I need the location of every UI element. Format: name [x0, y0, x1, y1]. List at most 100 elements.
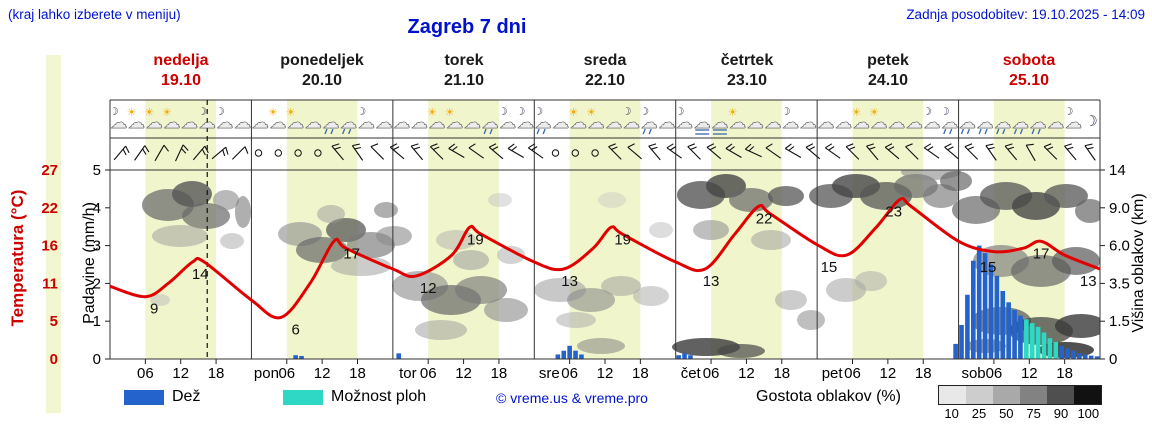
rain-bar [688, 355, 693, 359]
day-date: 22.10 [584, 72, 626, 89]
svg-text:☁: ☁ [411, 113, 428, 133]
svg-text:☽: ☽ [675, 105, 685, 118]
svg-text:☁: ☁ [871, 113, 888, 133]
rain-bar [1018, 315, 1023, 359]
cloud-blob [797, 310, 825, 330]
svg-text:☁: ☁ [924, 113, 941, 133]
cloud-tick-label: 6.0 [1109, 238, 1130, 255]
weather-icon-sc: ☀☁ [268, 106, 287, 133]
svg-text:☽: ☽ [215, 105, 225, 118]
wind-barb-icon [608, 143, 622, 160]
time-tick-label: 18 [915, 365, 932, 382]
svg-text:☽: ☽ [922, 105, 932, 118]
density-scale-step [939, 386, 966, 404]
day-name: nedelja [153, 52, 209, 69]
showers-bar [1041, 332, 1047, 359]
cloud-blob [488, 193, 512, 207]
cloud-blob [453, 250, 489, 270]
wind-barb-icon [192, 145, 209, 161]
wind-barb-icon [627, 143, 642, 160]
temp-value-label: 22 [756, 211, 773, 228]
weather-icon-sc: ☀☁ [445, 106, 464, 133]
cloud-tick-label: 9.0 [1109, 200, 1130, 217]
copyright-link[interactable]: © vreme.us & vreme.pro [496, 390, 648, 406]
density-scale-tick-label: 100 [1077, 406, 1100, 421]
rain-bar [561, 350, 567, 359]
svg-text:☁: ☁ [588, 113, 605, 133]
svg-text:☁: ☁ [800, 113, 817, 133]
time-tick-label: 18 [208, 365, 225, 382]
temperature-curve [109, 196, 1101, 320]
svg-text:☽: ☽ [1064, 105, 1074, 118]
rain-bar [1094, 356, 1100, 359]
wind-barb-icon [784, 143, 802, 158]
weather-icon-mc: ☽☁ [781, 105, 800, 133]
cloud-blob [598, 192, 626, 208]
precip-tick-label: 1 [93, 313, 101, 330]
svg-text:☁: ☁ [1065, 113, 1082, 133]
precip-tick-label: 0 [93, 351, 101, 368]
cloud-blob [376, 226, 412, 246]
svg-text:☽: ☽ [498, 105, 508, 118]
wind-barb-icon [648, 143, 661, 161]
weather-icon-sc: ☀☁ [569, 106, 588, 133]
weather-icon-sc: ☀☁ [144, 106, 163, 133]
rain-bar [1012, 309, 1017, 359]
cloud-blob [152, 225, 208, 247]
wind-barb-icon [725, 143, 742, 158]
time-tick-label: 12 [1021, 365, 1038, 382]
wind-barb-icon [985, 143, 997, 161]
cloud-blob [649, 222, 673, 238]
svg-text:☁: ☁ [817, 113, 834, 133]
day-abbrev-label: pet [822, 365, 844, 382]
cloud-blob [497, 246, 525, 264]
svg-text:☁: ☁ [252, 113, 269, 133]
svg-text:☀: ☀ [427, 106, 437, 119]
wind-barb-icon [389, 143, 405, 160]
svg-text:☁: ☁ [464, 113, 481, 133]
time-tick-label: 12 [172, 365, 189, 382]
rain-bar [971, 260, 976, 359]
weather-icon-c: ☁ [888, 113, 906, 134]
svg-text:☁: ☁ [340, 113, 357, 133]
time-tick-label: 12 [880, 365, 897, 382]
weather-icon-r: ☁ [994, 113, 1012, 135]
wind-barb-icon [744, 143, 762, 158]
rain-bar [293, 355, 298, 359]
density-scale-step [1074, 386, 1101, 404]
svg-text:☽: ☽ [639, 105, 649, 118]
cloud-blob [768, 186, 804, 206]
day-date: 25.10 [1008, 72, 1050, 89]
cloud-density-scale [938, 385, 1102, 405]
svg-text:☁: ☁ [959, 113, 976, 133]
last-update-label: Zadnja posodobitev: 19.10.2025 - 14:09 [906, 7, 1145, 22]
rain-bar [1000, 290, 1006, 359]
svg-text:☁: ☁ [181, 113, 198, 133]
precip-tick-label: 5 [93, 162, 101, 179]
cloud-blob [172, 181, 212, 207]
temp-value-label: 12 [420, 280, 437, 297]
temp-value-label: 13 [703, 273, 720, 290]
weather-icon-fg: ☁ [711, 113, 729, 135]
rain-bar [567, 345, 572, 359]
wind-barb-icon [331, 143, 344, 161]
cloud-blob [729, 188, 773, 212]
svg-text:☀: ☀ [728, 106, 738, 119]
calm-wind-icon [254, 149, 263, 157]
svg-text:☽: ☽ [533, 105, 543, 118]
cloud-blob [374, 202, 398, 218]
day-date: 20.10 [301, 72, 343, 89]
svg-text:☁: ☁ [269, 113, 286, 133]
precip-tick-label: 4 [93, 200, 101, 217]
cloud-blob [940, 171, 972, 191]
svg-text:☀: ☀ [144, 106, 154, 119]
svg-text:☁: ☁ [216, 113, 233, 133]
wind-barb-icon [944, 143, 959, 160]
weather-icon-c: ☁ [375, 113, 393, 134]
day-name: ponedeljek [280, 52, 364, 69]
svg-text:☁: ☁ [994, 113, 1011, 133]
day-name: sreda [583, 52, 627, 69]
svg-text:☁: ☁ [199, 113, 216, 133]
calm-wind-icon [551, 149, 560, 157]
temp-tick-label: 11 [42, 275, 58, 292]
